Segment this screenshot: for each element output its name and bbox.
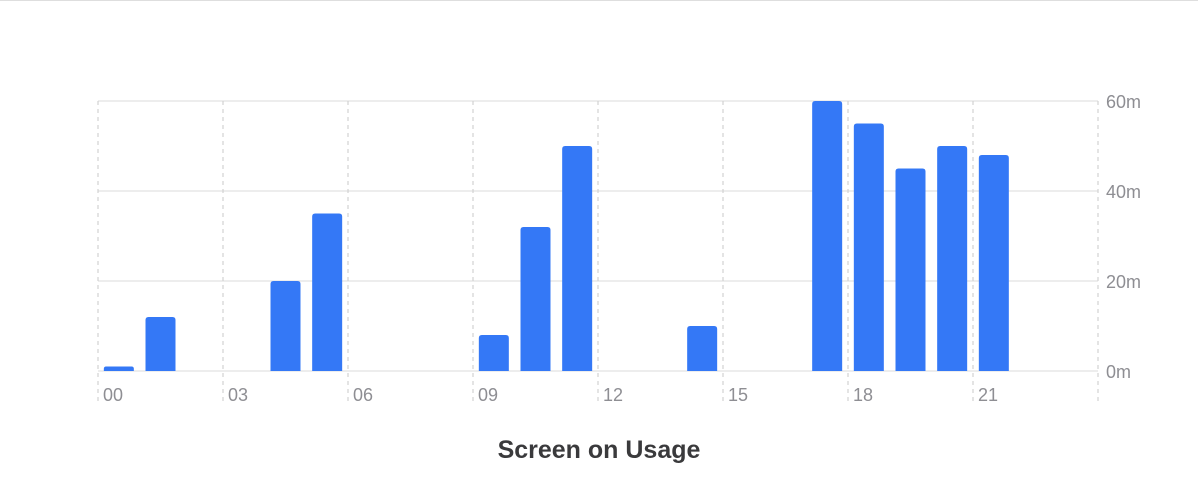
grid-lines xyxy=(97,100,1099,402)
x-tick-label: 12 xyxy=(603,385,623,405)
y-tick-labels: 0m 20m 40m 60m xyxy=(1106,92,1141,382)
bar-hour-14 xyxy=(687,326,718,371)
usage-bar-chart: 00 03 06 09 12 15 18 21 0m 20m 40m 60m xyxy=(97,92,1141,405)
bar-hour-01 xyxy=(145,317,176,371)
top-divider xyxy=(0,0,1198,1)
bar-hour-11 xyxy=(562,146,593,371)
bar-hour-21 xyxy=(978,155,1009,371)
y-tick-label: 0m xyxy=(1106,362,1131,382)
x-tick-labels: 00 03 06 09 12 15 18 21 xyxy=(103,385,998,405)
x-tick-label: 06 xyxy=(353,385,373,405)
x-tick-label: 21 xyxy=(978,385,998,405)
bar-hour-19 xyxy=(895,168,926,371)
y-tick-label: 40m xyxy=(1106,182,1141,202)
x-tick-label: 03 xyxy=(228,385,248,405)
x-tick-label: 15 xyxy=(728,385,748,405)
x-tick-label: 00 xyxy=(103,385,123,405)
y-tick-label: 20m xyxy=(1106,272,1141,292)
bar-hour-00 xyxy=(103,366,134,371)
y-tick-label: 60m xyxy=(1106,92,1141,112)
x-tick-label: 09 xyxy=(478,385,498,405)
bar-hour-05 xyxy=(312,213,343,371)
bar-hour-09 xyxy=(478,335,509,371)
bar-hour-20 xyxy=(937,146,968,371)
bar-hour-04 xyxy=(270,281,301,371)
x-tick-label: 18 xyxy=(853,385,873,405)
bars xyxy=(103,101,1009,371)
bar-hour-17 xyxy=(812,101,843,371)
chart-title: Screen on Usage xyxy=(497,436,701,464)
bar-hour-18 xyxy=(853,123,884,371)
bar-hour-10 xyxy=(520,227,551,371)
